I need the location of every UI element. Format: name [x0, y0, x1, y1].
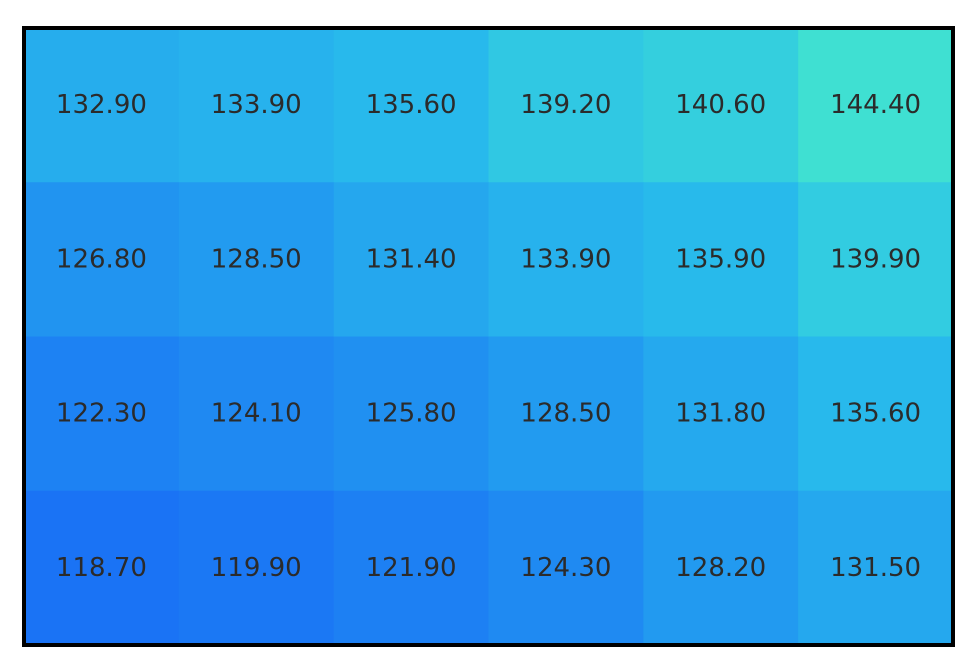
- cell-value-label-r1-c1: 132.90: [56, 90, 147, 120]
- cell-value-label-r1-c2: 133.90: [211, 90, 302, 120]
- cell-value-label-r4-c2: 119.90: [211, 553, 302, 583]
- heatmap-cell-r1-c6: [798, 28, 954, 183]
- cell-value-label-r2-c6: 139.90: [830, 244, 921, 274]
- cell-value-label-r1-c6: 144.40: [830, 90, 921, 120]
- heatmap-cell-r1-c5: [643, 28, 799, 183]
- heatmap-cell-r2-c4: [488, 182, 644, 337]
- heatmap-cell-r1-c1: [24, 28, 180, 183]
- cell-value-label-r2-c2: 128.50: [211, 244, 302, 274]
- cell-value-label-r2-c3: 131.40: [366, 244, 457, 274]
- heatmap-cell-r4-c2: [178, 490, 335, 646]
- heatmap-labels: 132.90 133.90 135.60 139.20 140.60 144.40 126.…: [56, 90, 921, 583]
- heatmap-cell-r1-c3: [333, 28, 489, 183]
- heatmap-cells: [24, 28, 954, 646]
- cell-value-label-r3-c4: 128.50: [520, 399, 611, 429]
- cell-value-label-r3-c1: 122.30: [56, 399, 147, 429]
- heatmap-cell-r2-c2: [178, 182, 335, 337]
- heatmap-cell-r4-c1: [24, 490, 180, 646]
- cell-value-label-r3-c3: 125.80: [366, 399, 457, 429]
- cell-value-label-r2-c1: 126.80: [56, 244, 147, 274]
- cell-value-label-r2-c4: 133.90: [520, 244, 611, 274]
- heatmap-cell-r4-c5: [643, 490, 799, 646]
- cell-value-label-r3-c6: 135.60: [830, 399, 921, 429]
- heatmap-cell-r2-c6: [798, 182, 954, 337]
- heatmap-cell-r1-c2: [178, 28, 335, 183]
- cell-value-label-r4-c5: 128.20: [675, 553, 766, 583]
- cell-value-label-r3-c5: 131.80: [675, 399, 766, 429]
- cell-value-label-r4-c3: 121.90: [366, 553, 457, 583]
- heatmap-cell-r3-c3: [333, 336, 489, 492]
- heatmap-cell-r3-c1: [24, 336, 180, 492]
- heatmap-cell-r2-c1: [24, 182, 180, 337]
- heatmap-cell-r4-c3: [333, 490, 489, 646]
- heatmap-cell-r4-c6: [798, 490, 954, 646]
- heatmap-cell-r2-c5: [643, 182, 799, 337]
- cell-value-label-r1-c4: 139.20: [520, 90, 611, 120]
- heatmap-cell-r3-c5: [643, 336, 799, 492]
- heatmap-cell-r3-c4: [488, 336, 644, 492]
- cell-value-label-r1-c5: 140.60: [675, 90, 766, 120]
- cell-value-label-r2-c5: 135.90: [675, 244, 766, 274]
- cell-value-label-r3-c2: 124.10: [211, 399, 302, 429]
- heatmap-cell-r1-c4: [488, 28, 644, 183]
- plot-frame: [22, 26, 955, 647]
- heatmap-cell-r3-c2: [178, 336, 335, 492]
- heatmap-cell-r2-c3: [333, 182, 489, 337]
- heatmap-cell-r3-c6: [798, 336, 954, 492]
- heatmap-cell-r4-c4: [488, 490, 644, 646]
- cell-value-label-r4-c1: 118.70: [56, 553, 147, 583]
- cell-value-label-r4-c4: 124.30: [520, 553, 611, 583]
- cell-value-label-r1-c3: 135.60: [366, 90, 457, 120]
- cell-value-label-r4-c6: 131.50: [830, 553, 921, 583]
